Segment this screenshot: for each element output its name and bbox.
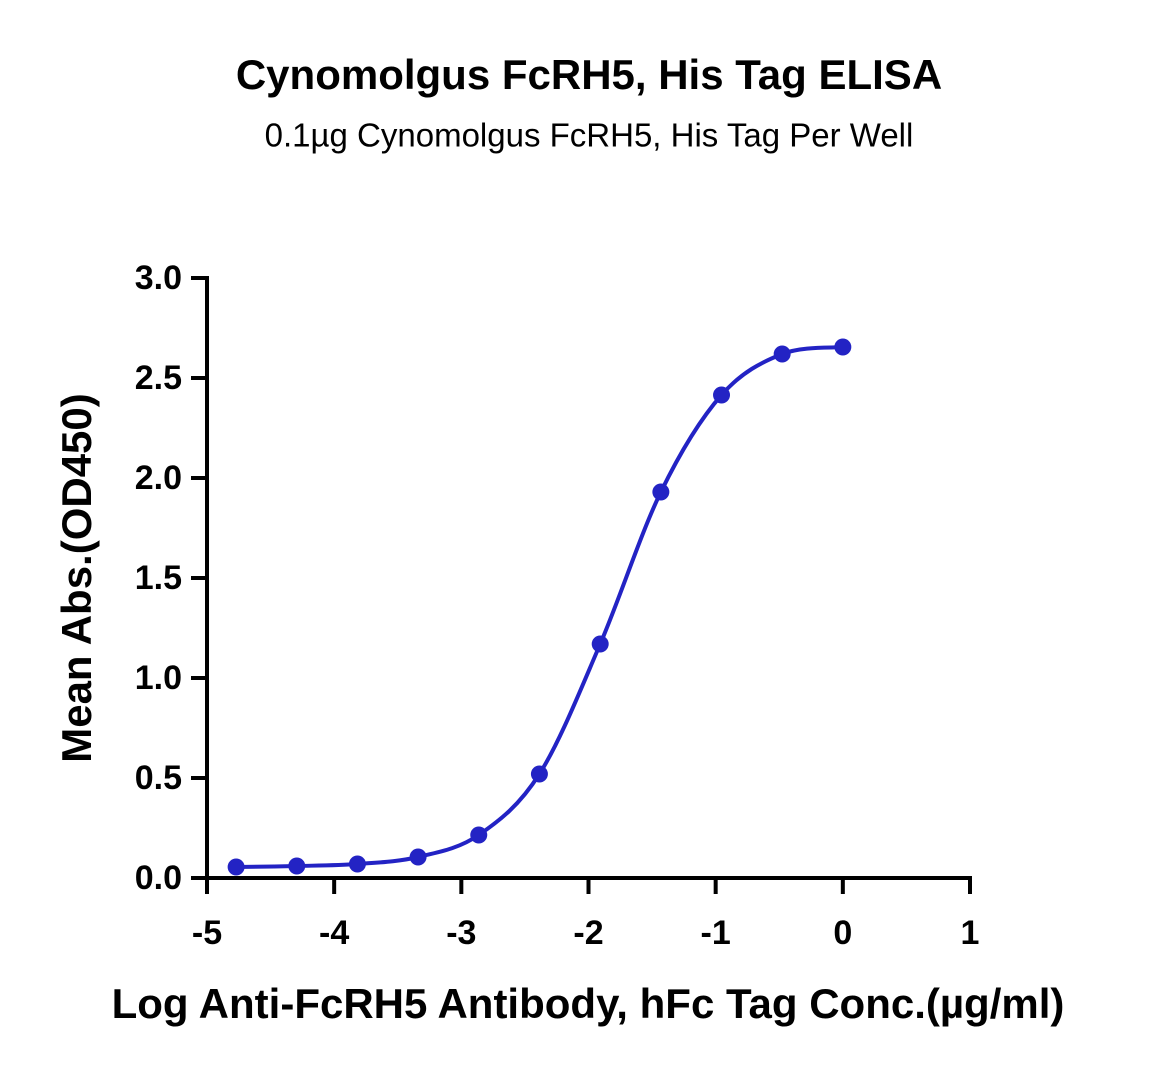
data-point [591,635,609,653]
chart-title: Cynomolgus FcRH5, His Tag ELISA [236,51,942,98]
x-tick-label: -2 [573,914,603,952]
y-axis-label: Mean Abs.(OD450) [53,393,100,763]
data-point [652,483,670,501]
data-point [227,858,245,876]
x-tick-label: -4 [319,914,349,952]
y-tick-label: 0.0 [135,859,182,897]
y-tick-label: 1.0 [135,659,182,697]
y-tick-label: 2.5 [135,359,182,397]
fit-curve [236,345,844,869]
y-tick-label: 3.0 [135,259,182,297]
data-point [348,855,366,873]
x-axis-label: Log Anti-FcRH5 Antibody, hFc Tag Conc.(µ… [112,980,1065,1027]
data-point [409,848,427,866]
data-point [470,826,488,844]
data-point [713,386,731,404]
x-tick-label: -3 [446,914,476,952]
y-tick-label: 0.5 [135,759,182,797]
x-tick-label: -1 [701,914,731,952]
data-point [773,345,791,363]
data-point [288,857,306,875]
y-tick-label: 2.0 [135,459,182,497]
chart-subtitle: 0.1µg Cynomolgus FcRH5, His Tag Per Well [265,117,914,154]
x-tick-label: 1 [961,914,980,952]
y-tick-label: 1.5 [135,559,182,597]
x-tick-label: 0 [833,914,852,952]
data-point [834,338,852,356]
x-tick-label: -5 [192,914,222,952]
data-point [530,765,548,783]
